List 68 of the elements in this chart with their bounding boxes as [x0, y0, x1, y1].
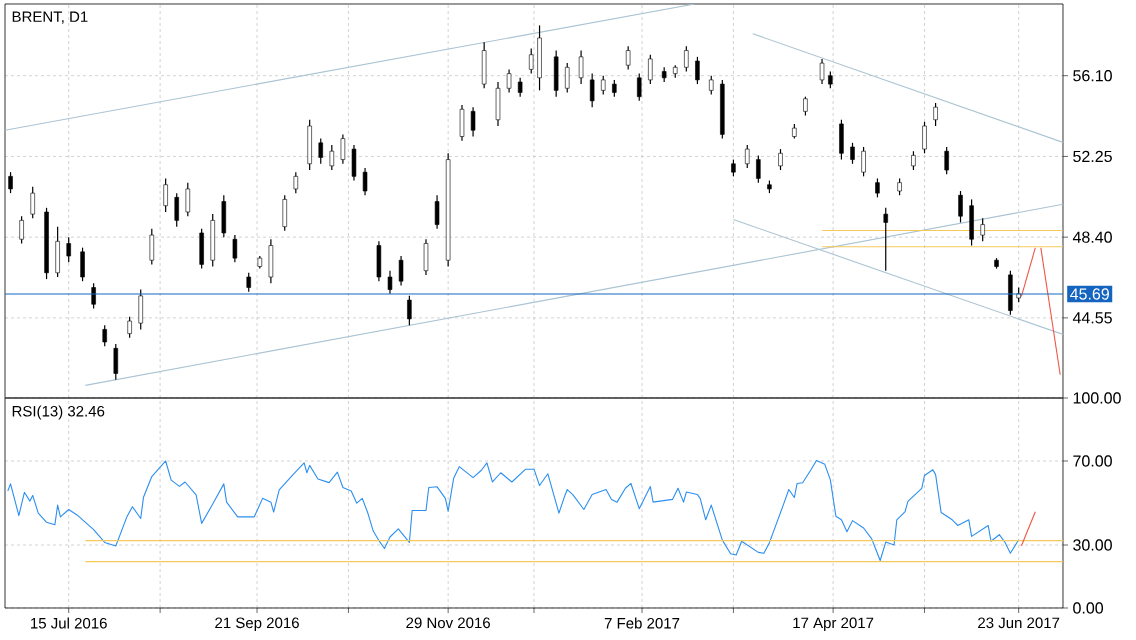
candlestick [980, 217, 985, 242]
candlestick [861, 146, 866, 177]
candlestick [398, 255, 404, 286]
candlestick [933, 102, 938, 127]
candlestick [911, 150, 916, 171]
candlestick [517, 77, 523, 98]
ref-line-label: 45.69 [1070, 288, 1109, 300]
candlestick [246, 272, 251, 293]
candlestick [340, 133, 346, 165]
candlestick [529, 47, 534, 75]
x-tick-label: 17 Apr 2017 [793, 617, 874, 632]
candlestick [8, 171, 13, 194]
candlestick [819, 58, 825, 85]
candlestick [875, 177, 880, 198]
line-series [7, 460, 1020, 562]
y-tick-label: 0.00 [1073, 602, 1104, 614]
candlestick [944, 146, 949, 175]
candlestick [434, 194, 440, 230]
candlestick [318, 138, 323, 165]
x-tick-label: 7 Feb 2017 [604, 617, 680, 629]
candlestick [470, 106, 476, 138]
candlestick [756, 154, 761, 184]
candlestick [589, 73, 595, 108]
y-tick-label: 70.00 [1073, 455, 1112, 467]
candlestick [625, 45, 631, 71]
candlestick [695, 56, 700, 85]
candlestick [506, 68, 512, 94]
x-tick-label: 21 Sep 2016 [215, 617, 299, 632]
chart-title: BRENT, D1 [12, 11, 88, 24]
candlestick [407, 295, 412, 326]
candlestick [30, 186, 35, 219]
candlestick [958, 190, 963, 224]
candlestick [91, 282, 96, 310]
x-tick-label: 29 Nov 2016 [406, 617, 490, 629]
candlestick [565, 62, 570, 94]
y-tick-label: 100.00 [1073, 392, 1121, 404]
candlestick [163, 177, 168, 213]
candlestick [850, 142, 855, 165]
candlestick [601, 75, 606, 96]
y-tick-label: 52.25 [1073, 150, 1112, 163]
candlestick [803, 96, 808, 117]
candlestick [578, 49, 584, 85]
candlestick [637, 73, 642, 102]
chart-title: RSI(13) 32.46 [12, 405, 105, 420]
candlestick [102, 324, 107, 347]
candlestick [883, 207, 888, 272]
candlestick [293, 171, 299, 194]
candlestick [66, 236, 71, 263]
x-tick-label: 15 Jul 2016 [31, 617, 107, 629]
candlestick [387, 270, 393, 295]
y-tick-label: 48.40 [1072, 231, 1112, 243]
candlestick [648, 54, 653, 85]
candlestick [185, 182, 191, 217]
y-tick-label: 44.55 [1072, 312, 1112, 324]
x-tick-label: 23 Jun 2017 [978, 617, 1060, 629]
candlestick [362, 167, 368, 196]
candlestick [329, 144, 335, 171]
candlestick [745, 144, 750, 169]
y-tick-label: 30.00 [1073, 539, 1112, 551]
candlestick [709, 75, 714, 96]
candlestick [127, 316, 132, 339]
candlestick [232, 234, 238, 263]
candlestick [684, 45, 689, 73]
candlestick [174, 192, 179, 228]
candlestick [778, 148, 783, 171]
candlestick [19, 215, 24, 245]
candlestick [922, 121, 927, 154]
y-tick-label: 56.10 [1073, 70, 1112, 82]
